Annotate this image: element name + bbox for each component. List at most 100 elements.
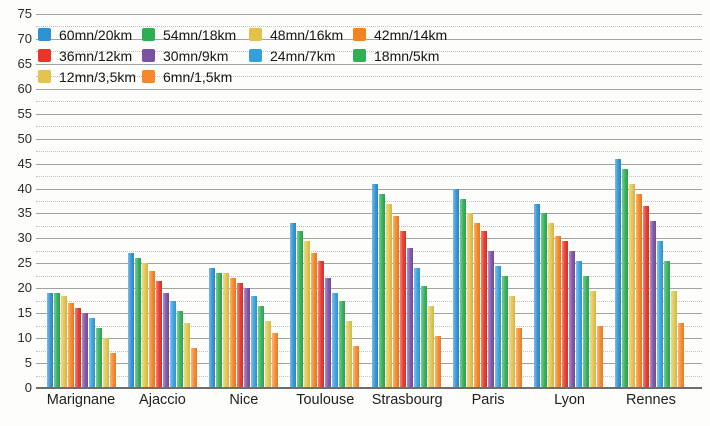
legend-item: 54mn/18km: [142, 27, 249, 43]
bar: [304, 240, 311, 388]
bar: [515, 328, 522, 388]
bar: [562, 240, 569, 388]
bar: [392, 215, 399, 388]
bar: [258, 305, 265, 388]
bar: [576, 260, 583, 388]
bar: [290, 223, 297, 388]
y-tick-label: 55: [17, 105, 32, 121]
legend-swatch-icon: [353, 49, 366, 62]
legend-label: 24mn/7km: [270, 47, 336, 64]
gridline-major: [36, 38, 702, 40]
bar: [155, 280, 162, 388]
gridline-minor: [36, 375, 702, 377]
gridline-major: [36, 14, 702, 15]
legend-swatch-icon: [38, 70, 51, 83]
bar: [88, 318, 95, 388]
gridline-minor: [36, 201, 702, 202]
legend-item: 60mn/20km: [38, 27, 142, 43]
bar: [251, 295, 258, 388]
bar: [378, 193, 385, 388]
bar: [487, 250, 494, 388]
legend-label: 54mn/18km: [163, 26, 237, 43]
x-axis-label: Paris: [471, 392, 505, 408]
bar: [346, 320, 353, 388]
gridline-major: [36, 138, 702, 140]
gridline-minor: [36, 225, 702, 227]
bar: [399, 230, 406, 388]
x-axis-label: Ajaccio: [139, 392, 186, 408]
legend-item: 6mn/1,5km: [142, 69, 249, 85]
gridline-minor: [36, 176, 702, 178]
y-tick-label: 70: [17, 30, 32, 46]
bar-group-rennes: [615, 158, 685, 388]
legend-label: 48mn/16km: [270, 26, 344, 43]
bar: [223, 273, 230, 388]
gridline-major: [36, 163, 702, 165]
bar: [102, 338, 109, 388]
bar: [237, 283, 244, 388]
bar: [615, 158, 622, 388]
bar: [459, 198, 466, 388]
bar: [162, 293, 169, 388]
bar: [664, 260, 671, 388]
y-tick-label: 25: [17, 255, 32, 271]
bar: [583, 275, 590, 388]
bar: [534, 203, 541, 388]
x-axis-line: [36, 387, 702, 389]
bar: [434, 335, 441, 388]
x-axis-label: Toulouse: [296, 392, 355, 408]
legend: 60mn/20km 54mn/18km 48mn/16km 42mn/14km 36mn…: [38, 24, 447, 87]
legend-label: 6mn/1,5km: [163, 68, 233, 85]
bar: [325, 278, 332, 388]
bar: [678, 323, 685, 388]
bar: [413, 268, 420, 388]
gridline-minor: [36, 151, 702, 153]
bar: [176, 310, 183, 388]
bar: [569, 250, 576, 388]
gridline-major: [36, 363, 702, 365]
bar: [508, 295, 515, 388]
bar: [353, 345, 360, 388]
y-tick-label: 50: [17, 130, 32, 146]
bar: [480, 230, 487, 388]
bar: [67, 303, 74, 388]
gridline-major: [36, 313, 702, 315]
legend-swatch-icon: [142, 49, 155, 62]
bar: [318, 260, 325, 388]
bar: [272, 333, 279, 388]
y-tick-label: 30: [17, 230, 32, 246]
legend-item: 30mn/9km: [142, 48, 249, 64]
bar-group-toulouse: [290, 223, 360, 388]
legend-label: 18mn/5km: [374, 47, 440, 64]
bar: [406, 248, 413, 388]
bar-groups: [46, 14, 685, 388]
y-tick-label: 10: [17, 330, 32, 346]
gridline-major: [36, 88, 702, 90]
bar: [420, 285, 427, 388]
gridline-major: [36, 113, 702, 115]
y-tick-label: 0: [24, 380, 32, 395]
bar: [427, 305, 434, 388]
legend-swatch-icon: [249, 28, 262, 41]
bar: [671, 290, 678, 388]
y-tick-label: 45: [17, 155, 32, 171]
bar: [190, 348, 197, 388]
y-tick-label: 20: [17, 280, 32, 296]
bar: [501, 275, 508, 388]
bar: [148, 270, 155, 388]
bar: [244, 288, 251, 388]
gridline-minor: [36, 350, 702, 352]
bar: [629, 183, 636, 388]
gridline-minor: [36, 250, 702, 252]
gridline-minor: [36, 76, 702, 78]
gridline-minor: [36, 126, 702, 128]
bar: [265, 320, 272, 388]
bar-group-ajaccio: [127, 253, 197, 388]
bar: [332, 293, 339, 388]
bar: [141, 263, 148, 388]
bar: [541, 213, 548, 388]
gridline-minor: [36, 275, 702, 277]
gridline-major: [36, 213, 702, 215]
legend-swatch-icon: [38, 49, 51, 62]
gridline-major: [36, 263, 702, 265]
